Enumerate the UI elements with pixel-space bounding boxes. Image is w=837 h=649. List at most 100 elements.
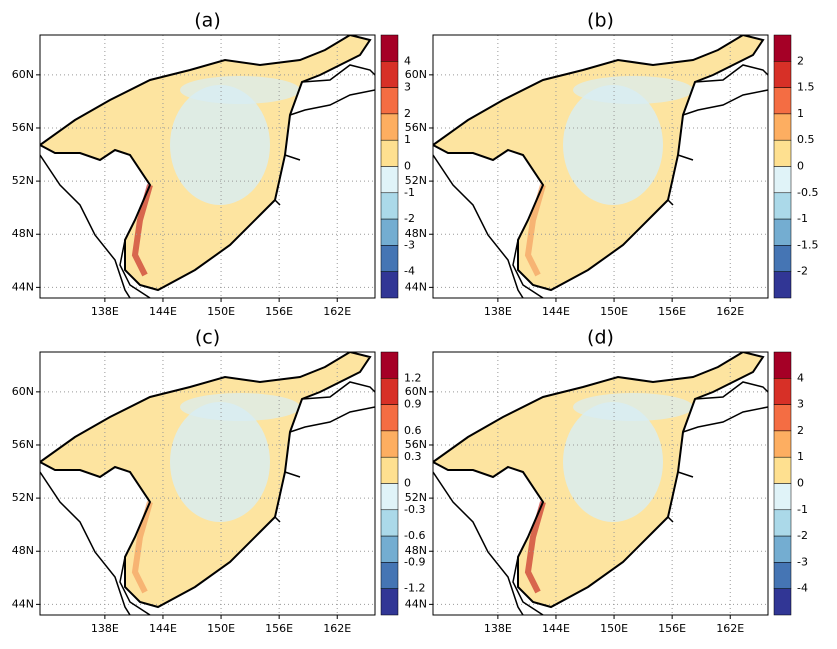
colorbar-segment [773, 588, 792, 616]
colorbar-segment [773, 535, 792, 563]
map-frame [39, 34, 376, 299]
colorbar-tick-label: 1.2 [404, 371, 422, 384]
lon-tick-label: 162E [323, 305, 351, 318]
coast-strip [524, 501, 546, 594]
coastline [274, 64, 375, 206]
sea-anomaly [573, 76, 693, 104]
colorbar-tick-label: -0.3 [404, 503, 425, 516]
lon-tick-label: 162E [716, 305, 744, 318]
lat-tick-label: 56N [12, 438, 34, 451]
lat-tick-label: 60N [12, 385, 34, 398]
colorbar-tick-label: 0.9 [404, 398, 422, 411]
lat-tick-label: 52N [405, 174, 427, 187]
lat-tick-label: 44N [405, 597, 427, 610]
colorbar-tick-label: 1 [797, 450, 804, 463]
colorbar-tick-label: 0 [404, 477, 411, 490]
coast-strip [131, 501, 153, 594]
map-panel: (d) 138E 144E 150E 156E 162E 60N 56N 52N 48N 44N 4 3… [405, 327, 808, 636]
colorbar-segment [773, 456, 792, 484]
coastline [433, 471, 544, 615]
coast-strip [524, 184, 546, 277]
colorbar-tick-label: -0.6 [404, 529, 425, 542]
colorbar-segment [380, 113, 399, 141]
lat-tick-label: 48N [405, 544, 427, 557]
colorbar-tick-label: -0.5 [797, 186, 818, 199]
map-panel: (a) 138E 144E 150E 156E 162E 60N 56N 52N 48N 44N 4 3… [12, 10, 415, 319]
colorbar-segment [773, 34, 792, 62]
map-panel: (b) 138E 144E 150E 156E 162E 60N 56N 52N 48N 44N 2 1… [405, 10, 819, 319]
coastline [274, 381, 375, 523]
colorbar: 1.2 0.9 0.6 0.3 0 -0.3 -0.6 -0.9 -1.2 [380, 351, 425, 616]
sea-anomaly [180, 76, 300, 104]
panel-title: (b) [587, 10, 614, 32]
colorbar-tick-label: -0.9 [404, 555, 425, 568]
colorbar-tick-label: -4 [404, 265, 415, 278]
colorbar-segment [380, 378, 399, 405]
colorbar-segment [380, 535, 399, 563]
colorbar-segment [380, 192, 399, 220]
lon-tick-label: 162E [716, 622, 744, 635]
sea-anomaly [180, 393, 300, 421]
lon-tick-label: 156E [658, 622, 686, 635]
colorbar-segment [773, 113, 792, 141]
colorbar-tick-label: -4 [797, 582, 808, 595]
lon-tick-label: 138E [91, 622, 119, 635]
colorbar-tick-label: -1.2 [404, 582, 425, 595]
panel-title: (c) [195, 327, 220, 349]
lat-tick-label: 52N [405, 491, 427, 504]
panel-title: (a) [194, 10, 220, 32]
colorbar-tick-label: -3 [404, 238, 415, 251]
panel-title: (d) [587, 327, 614, 349]
colorbar-segment [773, 271, 792, 299]
colorbar-segment [773, 378, 792, 405]
colorbar-segment [380, 87, 399, 115]
colorbar-tick-label: -1.5 [797, 238, 818, 251]
colorbar-segment [380, 562, 399, 589]
colorbar-segment [773, 218, 792, 246]
colorbar-tick-label: 0.5 [797, 133, 815, 146]
sea-anomaly [563, 402, 663, 522]
map-area [40, 352, 375, 615]
lat-tick-label: 60N [405, 385, 427, 398]
lat-tick-label: 56N [12, 121, 34, 134]
colorbar-tick-label: 0.6 [404, 424, 422, 437]
colorbar-segment [380, 483, 399, 511]
colorbar-segment [773, 430, 792, 458]
lat-tick-label: 44N [12, 597, 34, 610]
lat-tick-label: 48N [405, 227, 427, 240]
lat-tick-label: 48N [12, 544, 34, 557]
colorbar-tick-label: 1 [404, 133, 411, 146]
lon-tick-label: 138E [91, 305, 119, 318]
colorbar-tick-label: 0.3 [404, 450, 422, 463]
coastline [667, 64, 768, 206]
colorbar-tick-label: -1 [797, 503, 808, 516]
map-frame [432, 351, 769, 616]
lon-tick-label: 138E [484, 305, 512, 318]
map-panel: (c)138E 144E 150E 156E 162E60N56N52N48N44N1.… [12, 327, 426, 636]
colorbar-segment [773, 509, 792, 537]
coastline [40, 471, 151, 615]
colorbar-tick-label: 3 [404, 81, 411, 94]
colorbar: 4 3 2 1 0 -1 -2 -3 -4 [380, 34, 415, 299]
lat-tick-label: 52N [12, 491, 34, 504]
colorbar-segment [380, 166, 399, 194]
lon-tick-label: 144E [542, 622, 570, 635]
colorbar-segment [380, 430, 399, 458]
colorbar-tick-label: 2 [404, 107, 411, 120]
sea-anomaly [563, 85, 663, 205]
colorbar-tick-label: -3 [797, 555, 808, 568]
colorbar-tick-label: -1 [404, 186, 415, 199]
colorbar-segment [380, 61, 399, 88]
colorbar-segment [380, 509, 399, 537]
map-area [433, 35, 768, 298]
colorbar-tick-label: 2 [797, 54, 804, 67]
colorbar-tick-label: 0 [404, 160, 411, 173]
lon-tick-label: 150E [600, 622, 628, 635]
lon-tick-label: 150E [207, 622, 235, 635]
colorbar-segment [380, 404, 399, 432]
coastline [433, 154, 544, 298]
lat-tick-label: 52N [12, 174, 34, 187]
colorbar-segment [380, 271, 399, 299]
lat-tick-label: 44N [12, 280, 34, 293]
